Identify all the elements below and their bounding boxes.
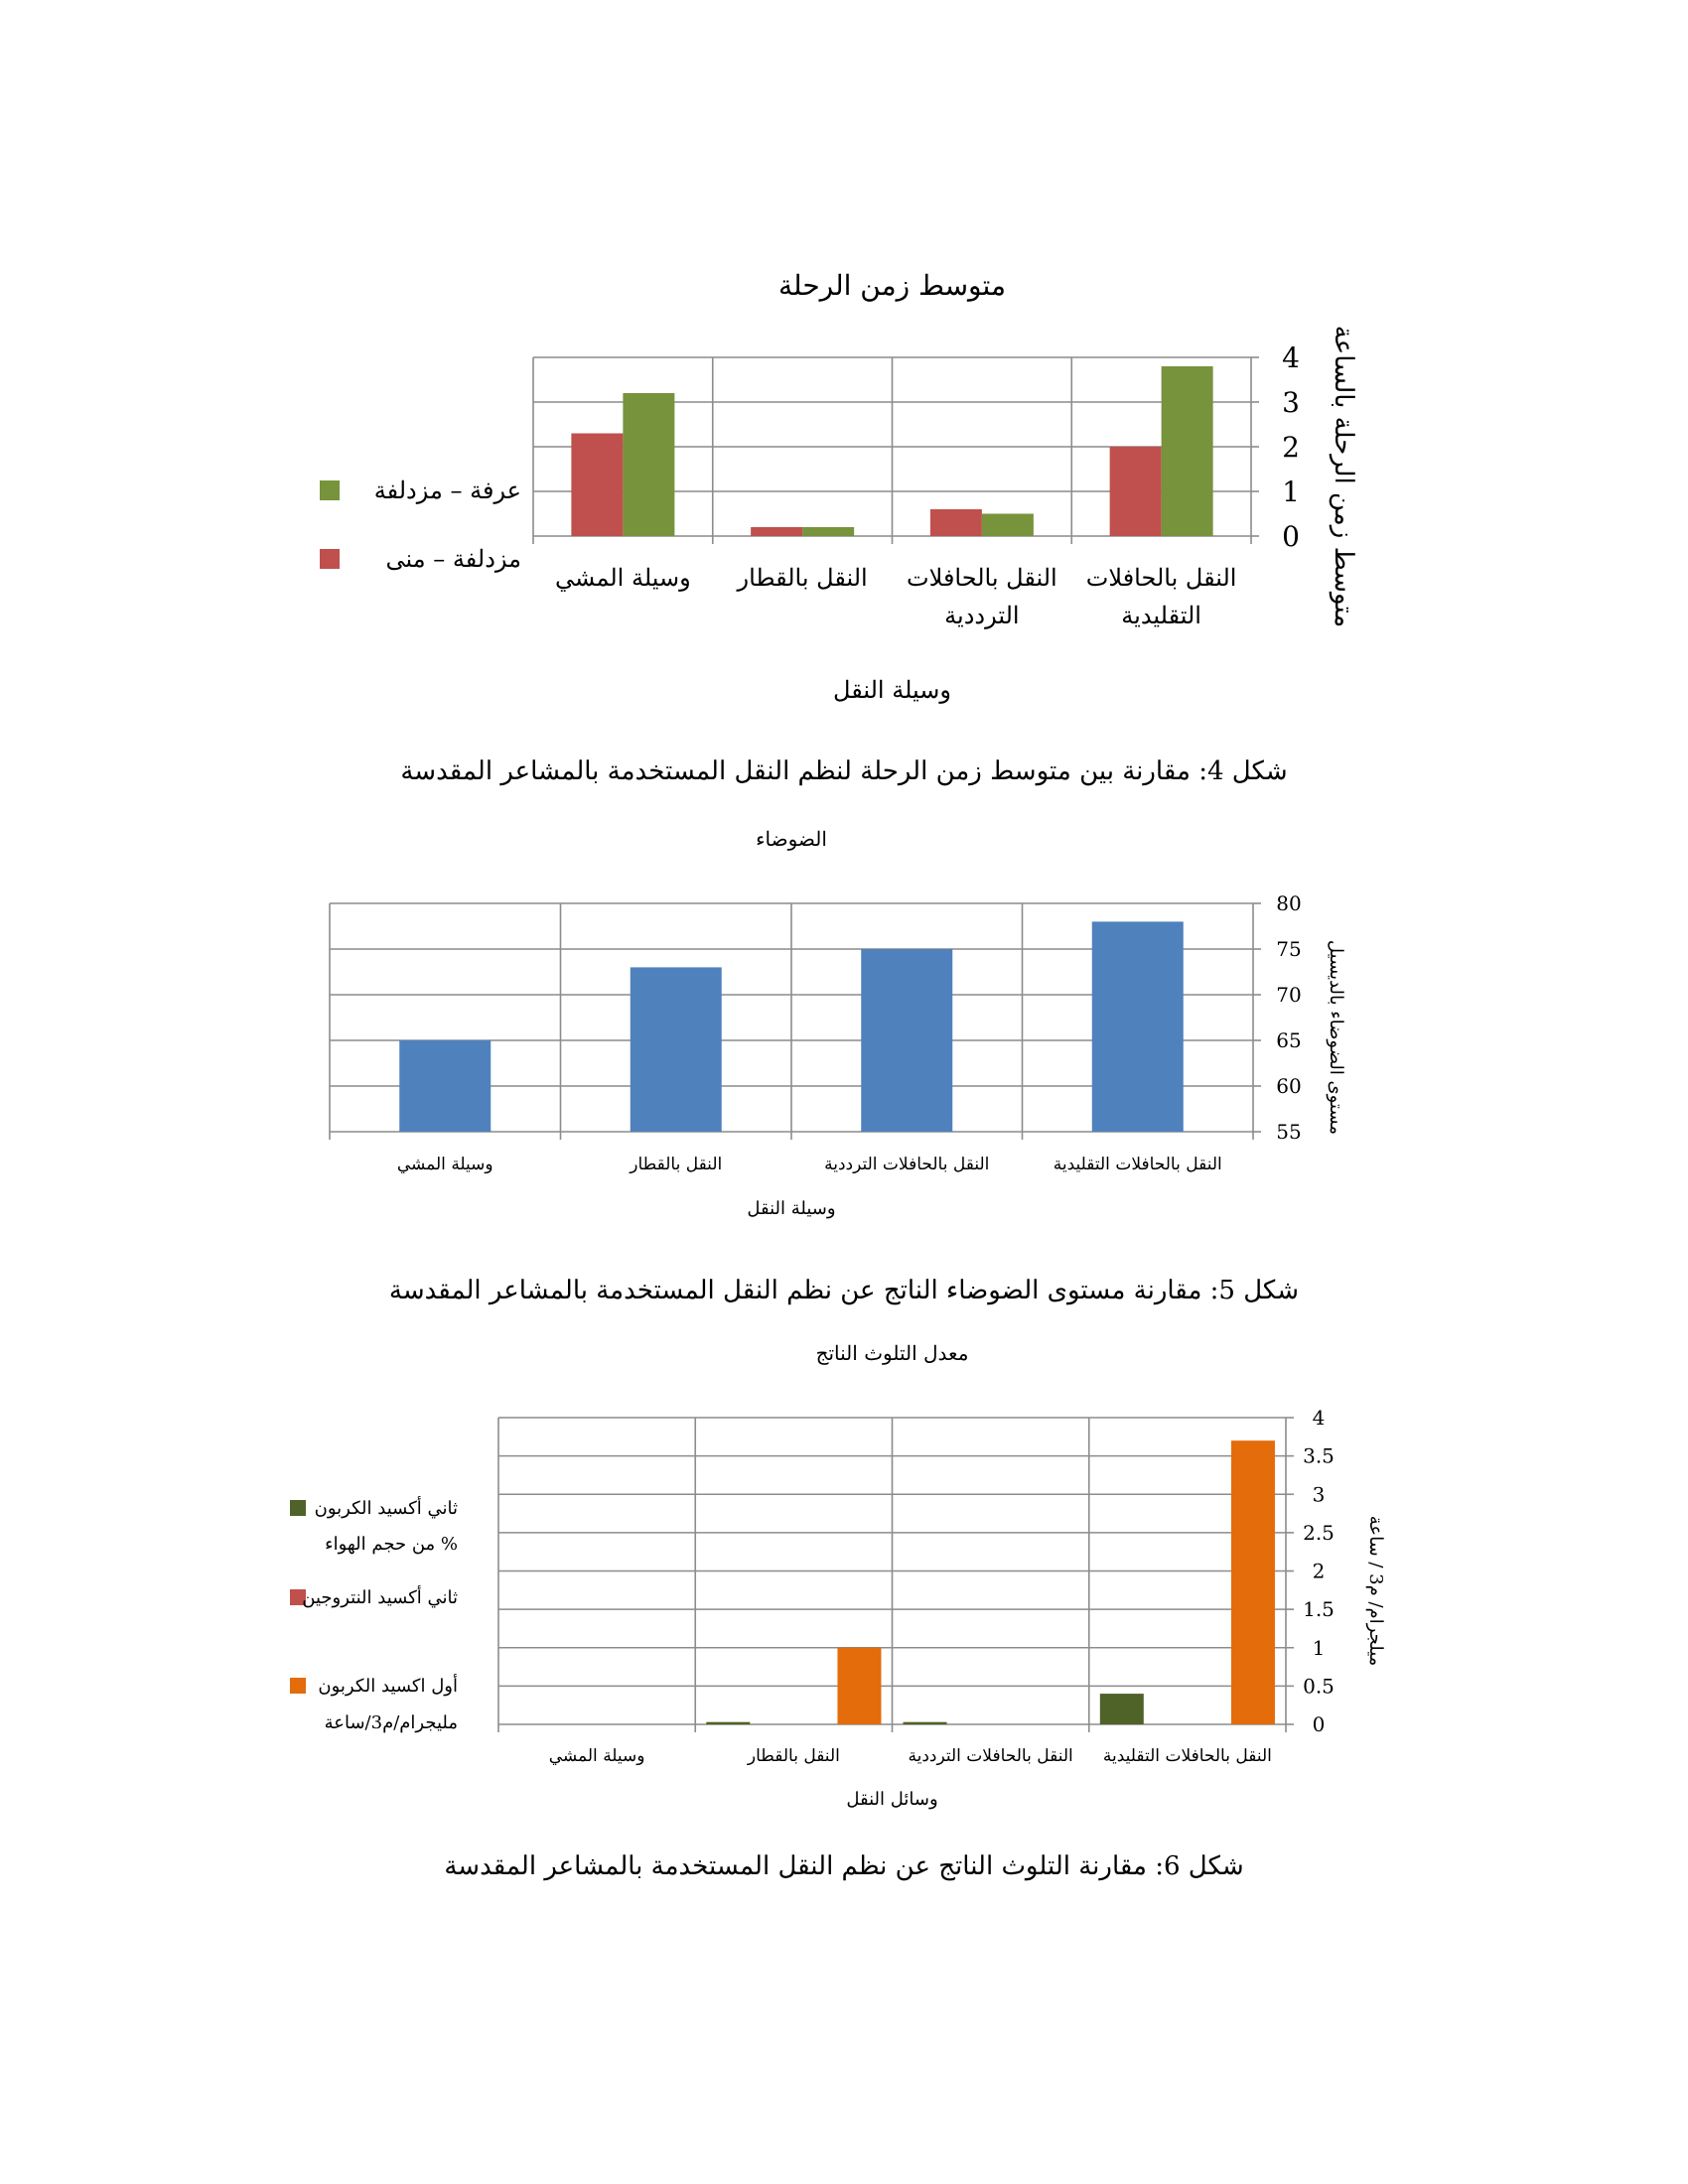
y-tick-label: 2.5 bbox=[1303, 1521, 1335, 1545]
legend-swatch bbox=[290, 1589, 306, 1605]
x-tick-label: الترددية bbox=[944, 602, 1019, 629]
y-tick-label: 0 bbox=[1282, 520, 1300, 553]
figure-6-caption: شكل 6: مقارنة التلوث الناتج عن نظم النقل… bbox=[444, 1851, 1244, 1881]
y-tick-label: 3 bbox=[1313, 1482, 1326, 1506]
bar bbox=[837, 1647, 882, 1724]
bar bbox=[802, 527, 855, 536]
x-axis-label: وسائل النقل bbox=[846, 1789, 937, 1810]
y-tick-label: 1.5 bbox=[1303, 1597, 1335, 1621]
bar bbox=[1230, 1440, 1275, 1724]
legend-label: ثاني أكسيد الكربون bbox=[315, 1496, 458, 1519]
y-tick-label: 4 bbox=[1313, 1406, 1326, 1430]
x-tick-label: وسيلة المشي bbox=[555, 564, 691, 592]
bar bbox=[630, 967, 722, 1132]
y-tick-label: 60 bbox=[1276, 1074, 1301, 1098]
legend: ثاني أكسيد الكربون % من حجم الهواء ثاني أك… bbox=[290, 1496, 458, 1733]
x-tick-label: التقليدية bbox=[1121, 602, 1201, 629]
chart-title: متوسط زمن الرحلة bbox=[778, 269, 1006, 302]
legend-label: % من حجم الهواء bbox=[325, 1534, 458, 1555]
x-axis-label: وسيلة النقل bbox=[747, 1198, 835, 1219]
bar bbox=[1161, 366, 1213, 536]
bar bbox=[1109, 447, 1162, 536]
x-tick-label: النقل بالحافلات التقليدية bbox=[1054, 1155, 1222, 1174]
legend: مزدلفة – منى عرفة – مزدلفة bbox=[320, 477, 521, 573]
y-tick-label: 70 bbox=[1276, 983, 1301, 1007]
y-axis-label: متوسط زمن الرحلة بالساعة bbox=[1329, 326, 1358, 628]
y-tick-label: 65 bbox=[1276, 1028, 1301, 1052]
x-tick-label: النقل بالحافلات bbox=[1086, 564, 1237, 592]
y-axis-label: ميلجرام/ م3 / ساعة bbox=[1365, 1516, 1386, 1667]
legend-label: مليجرام/م3/ساعة bbox=[325, 1712, 458, 1733]
legend-swatch bbox=[290, 1500, 306, 1516]
legend-swatch bbox=[320, 549, 340, 569]
chart-title: الضوضاء bbox=[756, 827, 827, 851]
bar bbox=[706, 1721, 751, 1724]
bar bbox=[861, 949, 953, 1132]
x-tick-label: النقل بالقطار bbox=[737, 564, 868, 592]
x-tick-label: النقل بالقطار bbox=[747, 1746, 840, 1766]
y-tick-label: 2 bbox=[1313, 1560, 1326, 1583]
x-tick-label: النقل بالحافلات الترددية bbox=[909, 1746, 1073, 1766]
x-tick-label: النقل بالقطار bbox=[629, 1155, 722, 1174]
x-tick-label: النقل بالحافلات bbox=[907, 564, 1057, 592]
chart-5: الضوضاء 55 60 65 70 75 80 النقل بالحافلات التقل… bbox=[329, 827, 1346, 1219]
y-tick-label: 75 bbox=[1276, 937, 1301, 961]
y-axis-label: مستوى الضوضاء بالديسيل bbox=[1326, 940, 1346, 1135]
y-tick-label: 2 bbox=[1282, 431, 1300, 464]
y-tick-label: 1 bbox=[1282, 476, 1300, 508]
legend-label: عرفة – مزدلفة bbox=[374, 477, 521, 504]
bar bbox=[903, 1721, 947, 1724]
figure-5-caption: شكل 5: مقارنة مستوى الضوضاء الناتج عن نظ… bbox=[388, 1276, 1300, 1305]
bar bbox=[399, 1040, 492, 1132]
legend-swatch bbox=[290, 1678, 306, 1694]
bar bbox=[571, 433, 624, 536]
y-tick-label: 0.5 bbox=[1303, 1674, 1335, 1698]
bar bbox=[1091, 921, 1184, 1132]
bar bbox=[929, 509, 982, 536]
legend-swatch bbox=[320, 480, 340, 500]
x-tick-label: النقل بالحافلات الترددية bbox=[824, 1155, 989, 1174]
bar bbox=[623, 393, 675, 536]
figure-4-caption: شكل 4: مقارنة بين متوسط زمن الرحلة لنظم … bbox=[400, 756, 1288, 786]
y-tick-label: 55 bbox=[1276, 1120, 1301, 1144]
chart-4: متوسط زمن الرحلة 0 1 2 3 4 النقل بالحافلات التق… bbox=[320, 269, 1358, 704]
chart-title: معدل التلوث الناتج bbox=[816, 1341, 969, 1365]
legend-label: ثاني أكسيد النتروجين bbox=[302, 1585, 458, 1608]
x-axis-label: وسيلة النقل bbox=[833, 676, 951, 704]
y-tick-label: 4 bbox=[1282, 341, 1300, 374]
chart-6: معدل التلوث الناتج 0 0.5 1 1.5 2 2.5 3 3.5 4 النقل… bbox=[290, 1341, 1386, 1810]
y-tick-label: 1 bbox=[1313, 1636, 1326, 1660]
x-tick-label: النقل بالحافلات التقليدية bbox=[1103, 1746, 1272, 1766]
x-tick-label: وسيلة المشي bbox=[397, 1155, 493, 1174]
bar bbox=[1099, 1694, 1144, 1724]
bar bbox=[981, 513, 1034, 536]
bar bbox=[751, 527, 803, 536]
y-tick-label: 80 bbox=[1276, 891, 1301, 915]
legend-label: مزدلفة – منى bbox=[386, 545, 521, 573]
x-tick-label: وسيلة المشي bbox=[549, 1746, 645, 1766]
y-tick-label: 3 bbox=[1282, 386, 1300, 419]
y-tick-label: 3.5 bbox=[1303, 1444, 1335, 1468]
y-tick-label: 0 bbox=[1313, 1712, 1326, 1736]
legend-label: أول اكسيد الكربون bbox=[318, 1674, 458, 1697]
